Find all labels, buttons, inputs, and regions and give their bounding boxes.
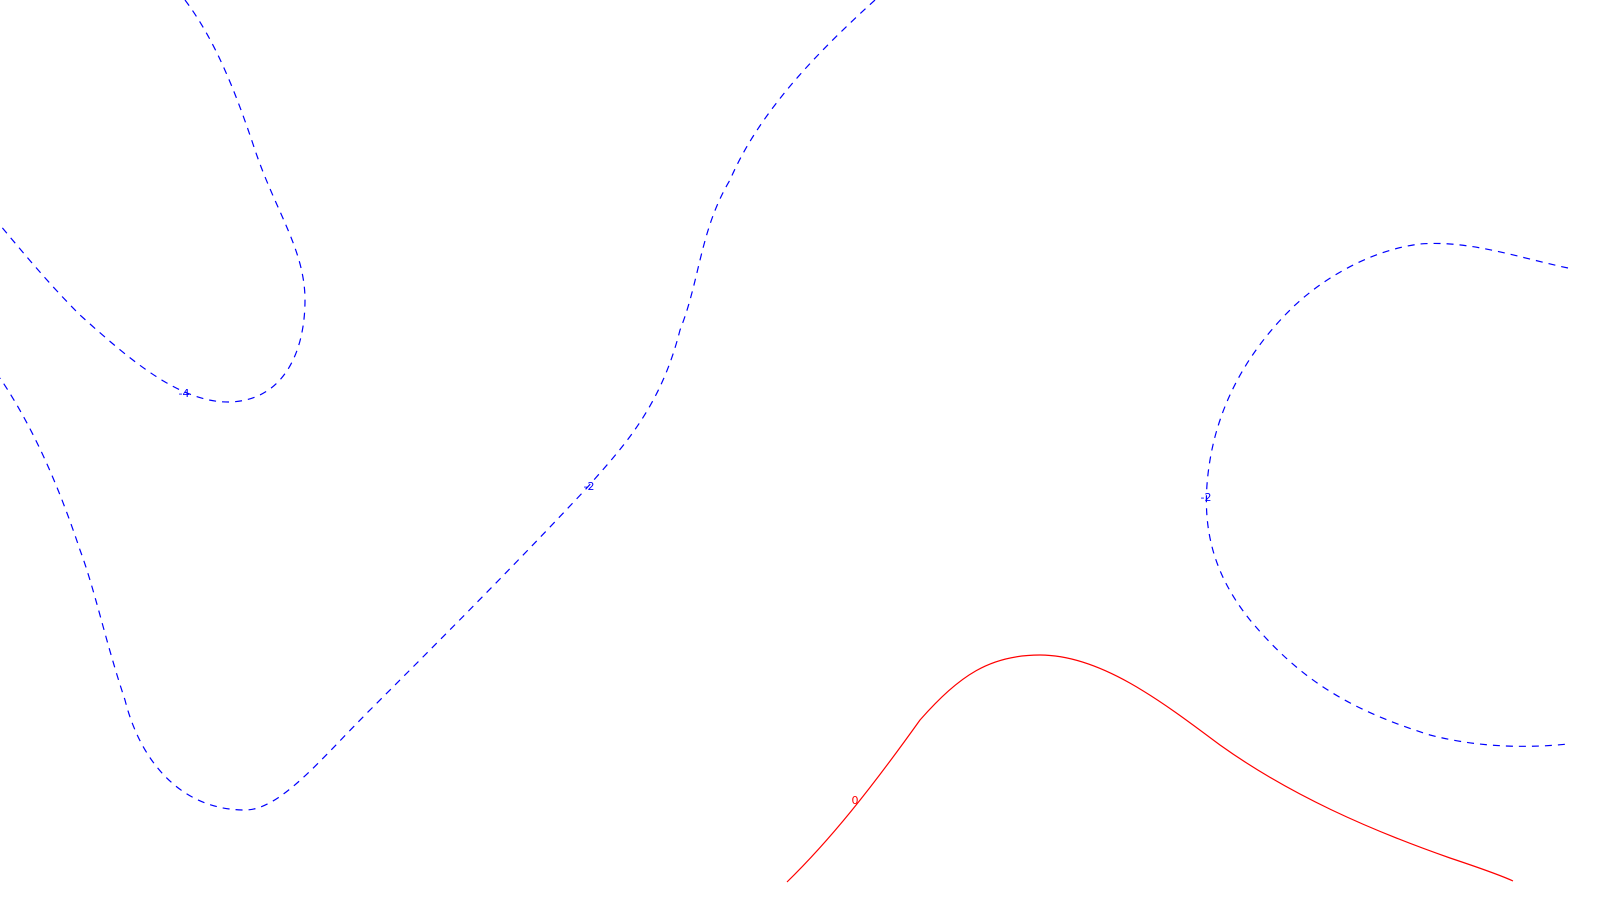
contour-line-neg4 (0, 0, 306, 403)
contour-labels-group: -4 -2 -2 0 (179, 387, 1212, 807)
contour-line-neg2-left (0, 0, 876, 811)
contour-label-neg2-left: -2 (584, 480, 595, 493)
contour-label-neg2-right: -2 (1201, 491, 1212, 504)
contour-label-zero: 0 (852, 794, 859, 807)
contour-label-neg4: -4 (179, 387, 190, 400)
contour-line-neg2-right (1205, 242, 1569, 747)
contour-lines-group (0, 0, 1569, 883)
contour-line-zero (786, 654, 1514, 883)
